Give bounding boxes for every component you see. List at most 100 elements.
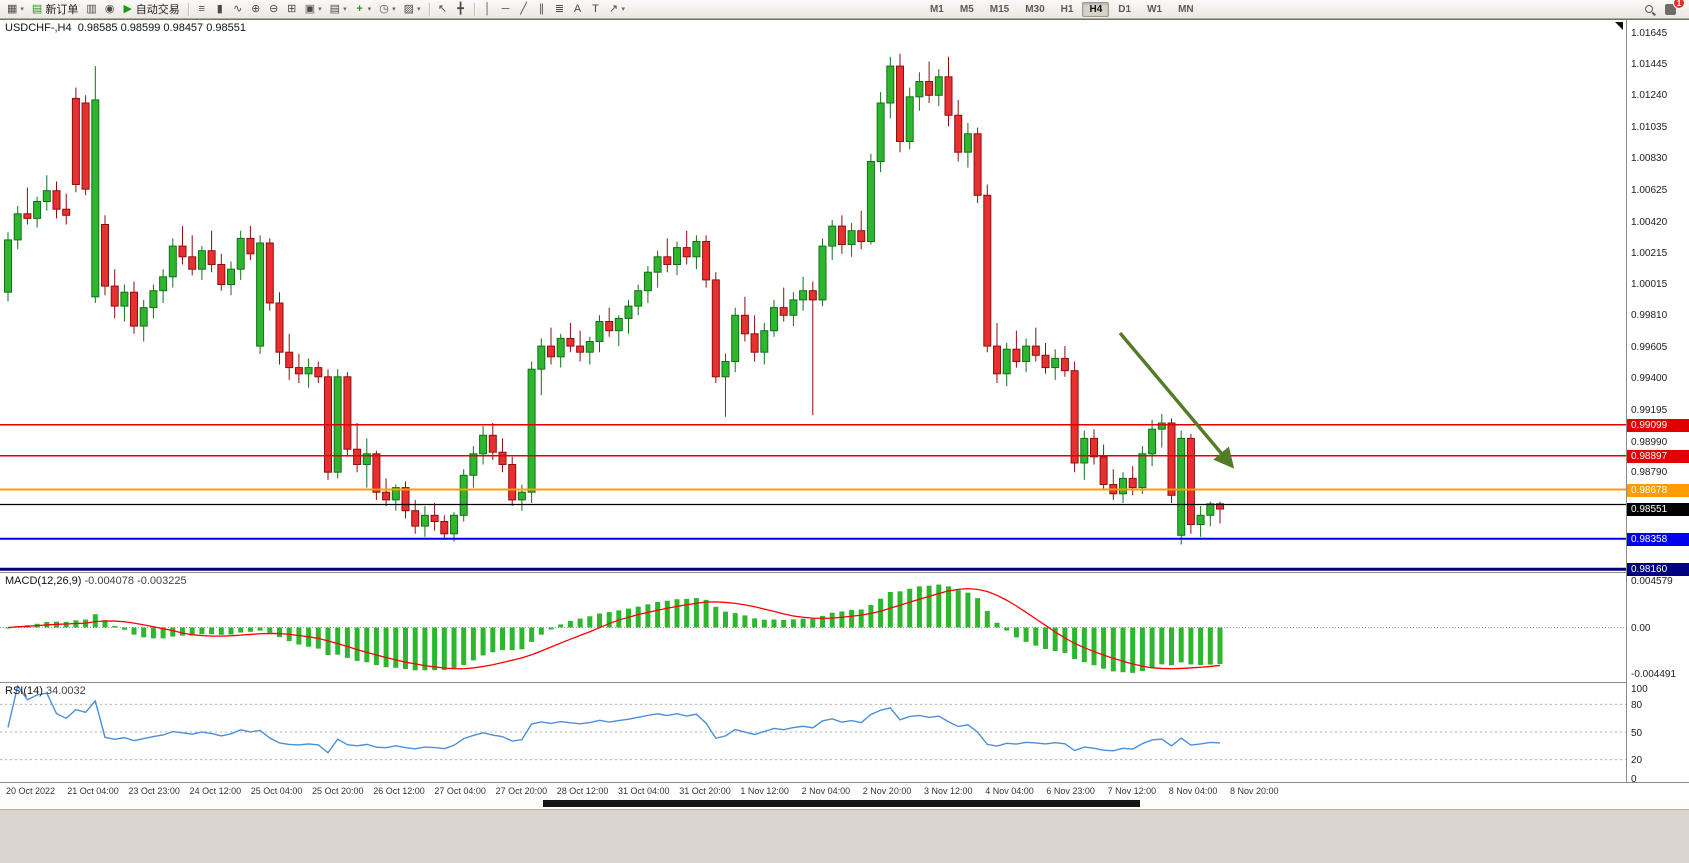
ohlc-open: 0.98585 — [77, 22, 118, 34]
new-chart-button[interactable]: ▦ ▾ — [3, 1, 28, 17]
ohlc-high: 0.98599 — [120, 22, 161, 34]
autotrading-play-icon: ▶ — [123, 2, 132, 15]
bar-chart-icon: ≡ — [198, 2, 205, 15]
macd-indicator-pane[interactable]: MACD(12,26,9) -0.004078 -0.003225 — [0, 572, 1626, 682]
crosshair-tool-button[interactable]: ╋ — [452, 1, 470, 17]
candlestick-chart-icon: ▮ — [216, 2, 223, 15]
current-price-tag: 0.98551 — [1627, 503, 1689, 516]
toolbar-separator — [473, 2, 475, 16]
chevron-down-icon: ▾ — [621, 6, 626, 13]
templates-button[interactable]: ▨ ▾ — [400, 1, 425, 17]
indicators-button[interactable]: + ▾ — [351, 1, 376, 17]
time-axis-label: 31 Oct 04:00 — [618, 786, 670, 796]
horizontal-scrollbar[interactable] — [0, 799, 1689, 809]
price-axis-label: 0.99195 — [1631, 404, 1668, 416]
zoom-in-button[interactable]: ⊕ — [247, 1, 265, 17]
time-axis-label: 2 Nov 20:00 — [862, 786, 912, 796]
timeframe-button-h1[interactable]: H1 — [1060, 4, 1074, 15]
price-line-tag: 0.99099 — [1627, 418, 1689, 432]
trendline-icon: ╱ — [520, 2, 527, 15]
time-axis-label: 31 Oct 20:00 — [679, 786, 731, 796]
autotrading-label: 自动交易 — [135, 4, 180, 16]
macd-axis-label: -0.004491 — [1631, 669, 1677, 680]
timeframe-button-mn[interactable]: MN — [1178, 4, 1194, 15]
strategy-tester-button[interactable]: ◉ — [101, 1, 119, 17]
timeframe-button-d1[interactable]: D1 — [1118, 4, 1132, 15]
candlestick-chart-button[interactable]: ▮ — [211, 1, 229, 17]
rsi-label: RSI(14) 34.0032 — [5, 685, 86, 697]
zoom-out-button[interactable]: ⊖ — [265, 1, 283, 17]
candlestick-chart — [0, 53, 1626, 571]
time-axis-label: 20 Oct 2022 — [6, 786, 56, 796]
time-axis-label: 27 Oct 20:00 — [495, 786, 548, 796]
rsi-axis-label: 20 — [1631, 755, 1643, 767]
scrollbar-thumb[interactable] — [543, 800, 1140, 807]
fibonacci-tool-button[interactable]: ≣ — [551, 1, 569, 17]
macd-name: MACD(12,26,9) — [5, 575, 82, 587]
trendline-tool-button[interactable]: ╱ — [515, 1, 533, 17]
time-axis-label: 21 Oct 04:00 — [67, 786, 119, 796]
timeframe-button-m5[interactable]: M5 — [959, 4, 974, 15]
new-order-icon: ▤ — [31, 2, 43, 15]
autotrading-button[interactable]: ▶ 自动交易 — [119, 1, 184, 17]
text-tool-button[interactable]: A — [569, 1, 587, 17]
price-axis-label: 1.01645 — [1631, 28, 1668, 39]
rsi-indicator-pane[interactable]: RSI(14) 34.0032 — [0, 682, 1626, 782]
cursor-icon: ↖ — [437, 2, 448, 15]
timeframe-button-m1[interactable]: M1 — [929, 4, 944, 15]
price-axis-label: 0.99400 — [1631, 373, 1668, 385]
indicators-add-icon: + — [356, 2, 363, 15]
price-axis[interactable]: 1.01645 1.01445 1.01240 1.01035 1.00830 1.006… — [1626, 20, 1689, 785]
ohlc-low: 0.98457 — [163, 22, 204, 34]
cascade-windows-button[interactable]: ▣ ▾ — [301, 1, 326, 17]
timeframe-button-h4[interactable]: H4 — [1082, 2, 1110, 17]
search-icon — [1645, 5, 1653, 13]
price-chart-pane[interactable]: USDCHF-,H4 0.98585 0.98599 0.98457 0.985… — [0, 20, 1626, 572]
timeframe-button-m30[interactable]: M30 — [1025, 4, 1045, 15]
chevron-down-icon: ▾ — [417, 6, 421, 13]
chart-window: USDCHF-,H4 0.98585 0.98599 0.98457 0.985… — [0, 19, 1689, 809]
profiles-icon: ▤ — [329, 2, 341, 15]
time-axis-label: 27 Oct 04:00 — [434, 786, 486, 796]
terminal-button[interactable]: ▥ — [82, 1, 100, 17]
price-line-tag: 0.98897 — [1627, 449, 1689, 463]
price-axis-label: 1.00015 — [1631, 278, 1668, 290]
time-axis[interactable]: 20 Oct 2022 21 Oct 04:00 23 Oct 23:00 24 Oc… — [0, 782, 1689, 799]
bar-chart-button[interactable]: ≡ — [193, 1, 211, 17]
toolbar-separator — [428, 2, 430, 16]
time-axis-label: 25 Oct 04:00 — [250, 786, 303, 796]
horizontal-line-tool-button[interactable]: ─ — [497, 1, 515, 17]
main-toolbar: ▦ ▾ ▤ 新订单 ▥ ◉ ▶ 自动交易 ≡ ▮ ∿ ⊕ ⊖ ⊞ ▣ ▾ ▤ ▾ — [0, 0, 1689, 19]
macd-axis-label: 0.004579 — [1631, 576, 1673, 587]
channel-tool-button[interactable]: ∥ — [533, 1, 551, 17]
profiles-button[interactable]: ▤ ▾ — [326, 1, 351, 17]
macd-label: MACD(12,26,9) -0.004078 -0.003225 — [5, 575, 187, 587]
notifications-icon — [1665, 3, 1676, 15]
timeframe-button-m15[interactable]: M15 — [989, 4, 1010, 15]
price-axis-label: 0.98790 — [1631, 467, 1668, 479]
strategy-tester-icon: ◉ — [104, 2, 115, 15]
periods-button[interactable]: ◷ ▾ — [375, 1, 400, 17]
tile-windows-icon: ⊞ — [287, 2, 297, 15]
tile-windows-button[interactable]: ⊞ — [283, 1, 301, 17]
time-axis-label: 8 Nov 20:00 — [1230, 786, 1279, 796]
chart-body: USDCHF-,H4 0.98585 0.98599 0.98457 0.985… — [0, 20, 1689, 785]
price-axis-label: 1.00830 — [1631, 153, 1668, 165]
chart-panes: USDCHF-,H4 0.98585 0.98599 0.98457 0.985… — [0, 20, 1626, 782]
timeframe-button-w1[interactable]: W1 — [1147, 4, 1163, 15]
cursor-tool-button[interactable]: ↖ — [434, 1, 452, 17]
new-order-button[interactable]: ▤ 新订单 — [28, 1, 82, 17]
horizontal-line-icon: ─ — [501, 2, 510, 15]
rsi-axis-label: 50 — [1631, 727, 1643, 739]
arrows-tool-button[interactable]: ↗ ▾ — [605, 1, 630, 17]
text-label-tool-button[interactable]: T — [587, 1, 605, 17]
price-axis-label: 1.00625 — [1631, 184, 1668, 196]
notifications-button[interactable]: 1 — [1661, 0, 1685, 17]
line-chart-button[interactable]: ∿ — [229, 1, 247, 17]
search-button[interactable] — [1641, 1, 1661, 17]
zoom-out-icon: ⊖ — [269, 2, 279, 15]
chevron-down-icon: ▾ — [392, 6, 396, 13]
vertical-line-tool-button[interactable]: │ — [479, 1, 497, 17]
scroll-end-marker-icon[interactable] — [1615, 22, 1623, 30]
